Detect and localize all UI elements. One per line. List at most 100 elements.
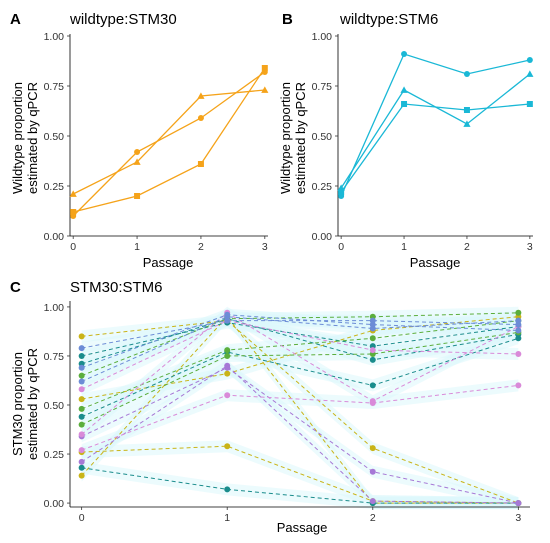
panel-b-point xyxy=(401,51,408,57)
panel-a-y-tick-label: 0.50 xyxy=(44,131,65,143)
panel-c-point xyxy=(78,431,85,438)
panel-b-x-tick-label: 3 xyxy=(527,241,533,253)
panel-a-y-tick-label: 0.25 xyxy=(44,181,65,193)
panel-c-series-line-3 xyxy=(81,316,519,400)
panel-c-point xyxy=(78,333,85,340)
panel-b-y-tick-label: 0.25 xyxy=(312,181,333,193)
panel-letter-c: C xyxy=(10,279,21,296)
panel-c-ribbon-15 xyxy=(81,306,519,441)
panel-c-ylabel-line1: STM30 proportion xyxy=(10,352,25,456)
panel-b-x-tick-label: 1 xyxy=(401,241,407,253)
panel-b-point xyxy=(526,101,533,107)
panel-c-ribbon-9 xyxy=(81,314,519,415)
panel-a-ylabel-line2: estimated by qPCR xyxy=(25,82,40,194)
panel-c-ribbons xyxy=(81,306,519,510)
panel-b-plot: 0.00 0.25 0.50 0.75 1.00 0 1 2 3 xyxy=(312,31,534,253)
panel-c-point xyxy=(224,352,231,359)
panel-c-series-line-10 xyxy=(81,331,519,426)
panel-a-point xyxy=(70,209,77,215)
panel-a-title: wildtype:STM30 xyxy=(69,11,177,28)
panel-c-plot: 0.00 0.25 0.50 0.75 1.00 0 1 2 3 xyxy=(44,301,530,524)
panel-c-point xyxy=(515,382,522,389)
panel-c-point xyxy=(78,464,85,471)
panel-b-y-tick-label: 0.75 xyxy=(312,81,333,93)
panel-c-series-line-16 xyxy=(81,316,519,382)
panel-c-series-line-1 xyxy=(81,445,519,504)
panel-a-plot: 0.00 0.25 0.50 0.75 1.00 0 1 2 3 xyxy=(44,31,269,253)
panel-a-y-tick-label: 1.00 xyxy=(44,31,65,43)
panel-letter-a: A xyxy=(10,11,21,28)
panel-c-point xyxy=(515,500,522,507)
panel-b-point xyxy=(463,120,471,127)
panel-b-y-tick-label: 0.50 xyxy=(312,131,333,143)
panel-c-point xyxy=(224,364,231,371)
panel-b-ylabel-line1: Wildtype proportion xyxy=(278,82,293,194)
panel-c-series-line-4 xyxy=(81,467,519,504)
panel-b-series-1 xyxy=(337,70,534,191)
panel-a-point xyxy=(261,86,269,93)
panel-c-point xyxy=(224,392,231,399)
panel-a-series-1 xyxy=(69,86,269,197)
panel-c-point xyxy=(78,447,85,454)
panel-c-point xyxy=(78,396,85,403)
panel-b-ylabel-line2: estimated by qPCR xyxy=(293,82,308,194)
panel-b-y-tick-label: 0.00 xyxy=(312,231,333,243)
panel-a-x-tick-label: 2 xyxy=(198,241,204,253)
panel-a-series-line-0 xyxy=(72,71,266,217)
panel-a-point xyxy=(197,115,204,121)
panel-c-point xyxy=(224,370,231,377)
panel-c-series-line-12 xyxy=(81,367,519,504)
panel-c-ylabel-line2: estimated by qPCR xyxy=(25,348,40,460)
panel-c-point xyxy=(369,445,376,452)
panel-b-x-tick-label: 2 xyxy=(464,241,470,253)
panel-a-y-tick-label: 0.75 xyxy=(44,81,65,93)
panel-a-x-tick-label: 0 xyxy=(70,241,76,253)
panel-a-series-2 xyxy=(70,65,268,215)
panel-c-point xyxy=(515,351,522,357)
panel-c-point xyxy=(224,486,231,493)
panel-c-point xyxy=(78,364,85,371)
panel-b-series-0 xyxy=(338,51,533,199)
panel-c-series-line-14 xyxy=(81,320,519,390)
panel-c-point xyxy=(369,468,376,475)
panel-c-series-18 xyxy=(78,311,522,371)
panel-c-point xyxy=(515,309,522,316)
panel-c-point xyxy=(369,335,376,342)
panel-c-y-tick-label: 0.50 xyxy=(44,400,65,412)
panel-c-point xyxy=(78,386,85,393)
panel-a-point xyxy=(197,161,204,167)
panel-c-point xyxy=(78,378,85,385)
panel-c-series-line-5 xyxy=(81,337,519,418)
panel-a-x-tick-label: 3 xyxy=(262,241,268,253)
panel-c-series-17 xyxy=(78,317,522,352)
panel-a-point xyxy=(261,65,268,71)
panel-b-series-line-2 xyxy=(340,103,530,193)
panel-b-point xyxy=(463,107,470,113)
panel-c-point xyxy=(369,321,376,328)
panel-c-point xyxy=(78,413,85,420)
panel-b-y-tick-label: 1.00 xyxy=(312,31,333,43)
panel-letter-b: B xyxy=(282,11,293,28)
panel-b-title: wildtype:STM6 xyxy=(339,11,438,28)
panel-b-point xyxy=(526,70,534,77)
panel-c-point xyxy=(78,345,85,352)
panel-c-point xyxy=(369,382,376,389)
panel-a-series-line-1 xyxy=(72,89,265,195)
panel-c-point xyxy=(369,347,376,354)
panel-c-ribbon-11 xyxy=(81,359,519,510)
panel-a-point xyxy=(133,158,141,165)
panel-c-x-tick-label: 0 xyxy=(79,512,85,524)
panel-a-y-tick-label: 0.00 xyxy=(44,231,65,243)
panel-a-ylabel-line1: Wildtype proportion xyxy=(10,82,25,194)
panel-b-point xyxy=(526,57,533,63)
panel-c-y-tick-label: 0.75 xyxy=(44,351,65,363)
panel-c-point xyxy=(78,421,85,428)
panel-c-series-line-15 xyxy=(81,312,519,435)
panel-b-point xyxy=(401,101,408,107)
panel-c-series-line-2 xyxy=(81,315,519,504)
panel-c-point xyxy=(515,321,522,328)
panel-c-point xyxy=(369,356,376,363)
panel-c-xlabel: Passage xyxy=(277,520,328,535)
panel-a-xlabel: Passage xyxy=(143,255,194,270)
